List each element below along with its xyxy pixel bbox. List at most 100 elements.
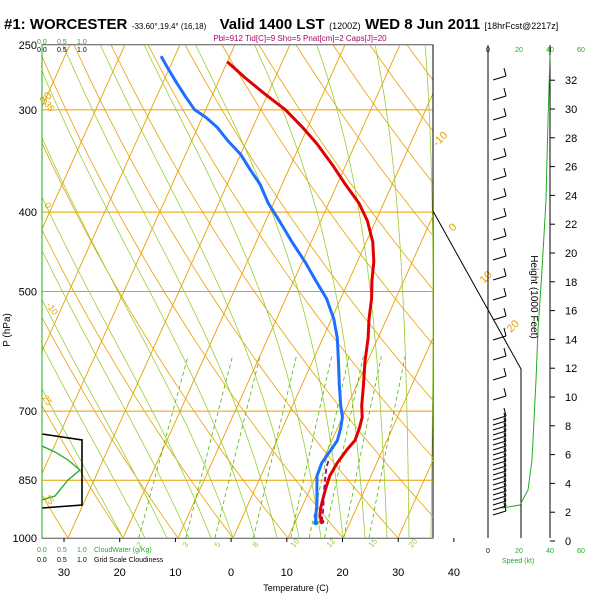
wind-barb: [492, 495, 507, 501]
isotherm: [122, 45, 346, 538]
wind-top-label: 20: [515, 47, 523, 54]
series-dewpoint: [159, 55, 344, 523]
x-tick-label: 30: [392, 567, 404, 579]
cloud-bottom-label-green: 0.0: [37, 547, 47, 554]
mixing-ratio-line: [368, 356, 406, 538]
isotherm: [42, 45, 181, 353]
isotherm-label: -10: [431, 129, 451, 149]
moist-adiabat: [62, 45, 278, 538]
utc-time: (1200Z): [329, 21, 361, 31]
isotherm: [453, 45, 600, 538]
mixing-ratio-line: [343, 356, 382, 538]
indices-line: Pbl=912 Tid[C]=9 Sho=5 Pnat[cm]=2 Caps[J…: [213, 34, 387, 43]
wind-barb: [492, 455, 507, 461]
series-start-marker: [313, 520, 319, 526]
y-tick-label: 400: [19, 207, 37, 219]
y-tick-label: 850: [19, 475, 37, 487]
y-axis-label: P (hPa): [2, 313, 13, 347]
mixing-ratio-line: [185, 356, 233, 538]
cloud-bottom-label: 0.5: [57, 557, 67, 564]
y-tick-label: 500: [19, 287, 37, 299]
series-start-marker: [319, 519, 325, 525]
wind-barb: [492, 440, 507, 446]
wind-barb: [492, 195, 507, 201]
chart-title-line: #1: WORCESTER -33.60°,19.4° (16,18) Vali…: [4, 16, 596, 36]
mixing-ratio-line: [290, 356, 333, 538]
isotherm: [0, 45, 15, 538]
dry-adiabat-label: 15: [42, 492, 56, 506]
wind-barb: [492, 450, 507, 456]
dry-adiabat: [406, 45, 433, 81]
height-tick-label: 0: [565, 536, 571, 548]
moist-adiabat: [254, 45, 366, 538]
isotherm-label: 20: [505, 318, 522, 335]
moist-adiabat: [42, 70, 256, 538]
dry-adiabat: [295, 45, 433, 237]
wind-barb: [492, 415, 507, 421]
dry-adiabat-label: 35: [42, 99, 56, 113]
wind-barb: [492, 445, 507, 451]
wind-top-label: 60: [577, 47, 585, 54]
height-tick-label: 16: [565, 306, 577, 318]
dry-adiabat: [42, 55, 344, 538]
wind-barb: [492, 490, 507, 496]
mixing-ratio-line: [214, 356, 261, 538]
height-tick-label: 20: [565, 248, 577, 260]
speed-label: Speed (kt): [502, 558, 534, 565]
dry-adiabat-label: 0: [42, 200, 53, 210]
cloud-bottom-label: 1.0: [77, 557, 87, 564]
y-tick-label: 700: [19, 406, 37, 418]
wind-barb: [492, 480, 507, 486]
background-grid: [0, 45, 600, 538]
cloud-bottom-label-green: 0.5: [57, 547, 67, 554]
wind-barb: [492, 430, 507, 436]
cloudwater-label: CloudWater (g/Kg): [94, 547, 152, 554]
mixing-ratio-line: [138, 356, 189, 538]
wind-barb: [492, 95, 507, 101]
wind-speed-line: [501, 54, 551, 509]
dry-adiabat-label: 25: [40, 393, 54, 407]
moist-adiabat: [143, 45, 322, 538]
wind-bottom-label: 60: [577, 548, 585, 555]
moist-adiabat: [374, 45, 410, 538]
isotherm: [42, 45, 126, 231]
height-tick-label: 10: [565, 392, 577, 404]
wind-barb: [492, 420, 507, 426]
height-axis-label: Height (1000 Feet): [528, 255, 539, 338]
moist-adiabat: [42, 196, 212, 538]
wind-barb: [492, 295, 507, 301]
valid-time: Valid 1400 LST: [219, 16, 325, 33]
dry-adiabat: [444, 45, 600, 538]
wind-barb: [492, 135, 507, 141]
moist-adiabat: [100, 45, 300, 538]
mixing-ratio-label: 3: [181, 540, 191, 550]
isotherm-label: 0: [447, 221, 460, 234]
dry-adiabat: [184, 45, 433, 401]
x-tick-label: 40: [448, 567, 460, 579]
grid-cloud-label: Grid Scale Cloudiness: [94, 557, 164, 564]
isotherm: [67, 45, 291, 538]
wind-barb: [492, 465, 507, 471]
wind-barb: [492, 235, 507, 241]
wind-bottom-label: 20: [515, 548, 523, 555]
height-tick-label: 4: [565, 478, 571, 490]
mixing-ratio-label: 2: [135, 540, 145, 550]
wind-barb: [492, 335, 507, 341]
moist-adiabat: [42, 388, 124, 538]
wind-barb: [492, 500, 507, 506]
wind-barb: [492, 255, 507, 261]
forecast-date: WED 8 Jun 2011: [365, 16, 481, 33]
wind-barb: [492, 485, 507, 491]
isotherm-label: 10: [478, 269, 495, 286]
dry-adiabat: [73, 45, 399, 538]
height-tick-label: 18: [565, 277, 577, 289]
series-temperature: [226, 60, 376, 523]
dry-adiabat: [42, 316, 179, 538]
mixing-ratio-line: [324, 356, 364, 538]
cloud-bottom-label: 0.0: [37, 557, 47, 564]
wind-barb: [492, 435, 507, 441]
cloudiness-outline: [41, 433, 83, 509]
